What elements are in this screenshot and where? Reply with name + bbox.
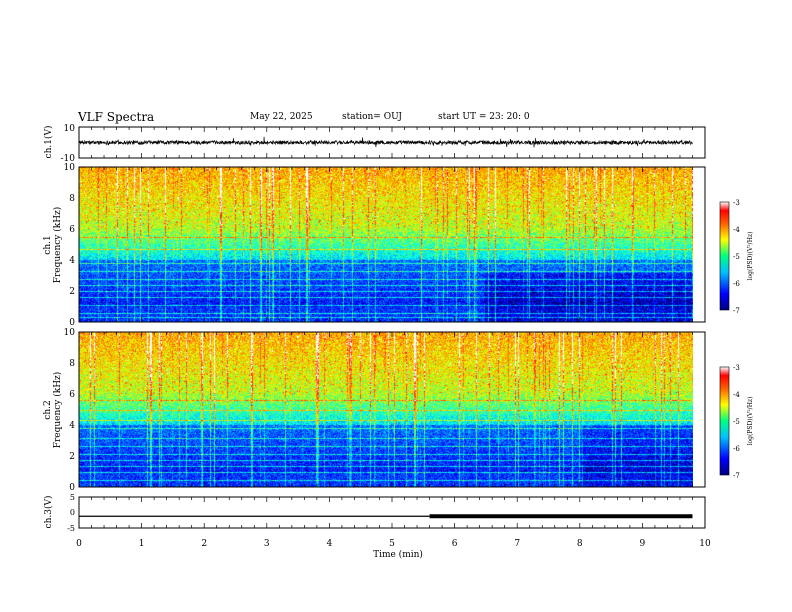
ch3-ytick-5: 5: [70, 493, 75, 502]
ch1-freq-tick-10: 10: [64, 163, 76, 173]
ch2-cb-tick-m3: -3: [733, 364, 740, 372]
ch3-panel: 5 0 -5 ch.3(V) 0 1 2 3 4 5 6 7 8 9 10 Time (min): [43, 493, 711, 560]
time-tick-label: 8: [577, 539, 583, 549]
ch3-ytick-m5: -5: [67, 524, 75, 533]
ch1-freq-tick-0: 0: [69, 318, 75, 328]
ch1-spectrogram-ticks: [78, 167, 706, 322]
time-tick-label: 10: [699, 539, 711, 549]
ch1-cb-tick-m4: -4: [733, 226, 740, 234]
time-axis-label: Time (min): [373, 549, 423, 560]
ch1-colorbar-frame: [719, 201, 730, 311]
ch2-cb-tick-m6: -6: [733, 445, 740, 453]
ch1-freq-tick-8: 8: [69, 194, 75, 204]
ch2-spectrogram-image: [79, 332, 693, 487]
ch1-ytick-bottom: -10: [61, 154, 76, 164]
ch2-freq-tick-8: 8: [69, 359, 75, 369]
ch1-cb-tick-m3: -3: [733, 199, 740, 207]
time-tick-label: 0: [76, 539, 82, 549]
ch1-xticks: [78, 127, 706, 158]
ch1-spectrogram-ylabel: ch.1: [43, 235, 53, 254]
time-axis-labels: 0 1 2 3 4 5 6 7 8 9 10: [76, 539, 711, 549]
ch1-colorbar-label: log(PSD)(V²/Hz): [747, 232, 754, 281]
start-time-label: start UT = 23: 20: 0: [438, 112, 530, 122]
ch3-ylabel: ch.3(V): [43, 496, 54, 529]
ch2-cb-tick-m7: -7: [733, 472, 740, 480]
ch2-cb-tick-m4: -4: [733, 391, 740, 399]
time-tick-label: 2: [201, 539, 207, 549]
ch2-freq-tick-2: 2: [69, 452, 75, 462]
date-label: May 22, 2025: [250, 112, 313, 122]
ch1-freq-tick-4: 4: [69, 256, 75, 266]
ch2-freq-tick-6: 6: [69, 390, 75, 400]
ch2-spectrogram-ylabel: ch.2: [43, 400, 53, 419]
figure-title: VLF Spectra: [78, 110, 155, 124]
time-tick-label: 5: [389, 539, 395, 549]
ch2-spectrogram-panel: 10 8 6 4 2 0 ch.2 Frequency (kHz) -3 -4 …: [43, 328, 754, 493]
ch1-freq-tick-2: 2: [69, 287, 75, 297]
ch2-freq-tick-4: 4: [69, 421, 75, 431]
ch1-panel: 10 -10 ch.1(V): [43, 124, 706, 164]
ch1-freq-tick-6: 6: [69, 225, 75, 235]
time-tick-label: 6: [452, 539, 458, 549]
ch3-xticks: [78, 497, 706, 528]
time-tick-label: 1: [139, 539, 145, 549]
ch1-waveform-line: [78, 136, 693, 148]
ch2-colorbar-frame: [719, 366, 730, 476]
time-tick-label: 7: [514, 539, 520, 549]
ch2-spectrogram-ticks: [78, 332, 706, 487]
ch3-ytick-0: 0: [70, 508, 75, 517]
station-label: station= OUJ: [342, 112, 403, 122]
time-tick-label: 4: [327, 539, 333, 549]
ch2-cb-tick-m5: -5: [733, 418, 740, 426]
ch2-colorbar-label: log(PSD)(V²/Hz): [747, 397, 754, 446]
ch1-ylabel: ch.1(V): [43, 126, 54, 159]
ch1-cb-tick-m7: -7: [733, 307, 740, 315]
ch1-spectrogram-image: [79, 167, 693, 322]
ch2-freq-tick-10: 10: [64, 328, 76, 338]
ch1-cb-tick-m5: -5: [733, 253, 740, 261]
ch2-freq-tick-0: 0: [69, 483, 75, 493]
ch2-colorbar: [720, 367, 729, 475]
ch1-cb-tick-m6: -6: [733, 280, 740, 288]
ch1-colorbar: [720, 202, 729, 310]
time-tick-label: 9: [640, 539, 646, 549]
ch1-frequency-label: Frequency (kHz): [52, 207, 63, 284]
time-tick-label: 3: [264, 539, 270, 549]
ch1-spectrogram-panel: 10 8 6 4 2 0 ch.1 Frequency (kHz) -3 -4 …: [43, 163, 754, 328]
ch2-frequency-label: Frequency (kHz): [52, 372, 63, 449]
ch1-ytick-top: 10: [64, 124, 76, 134]
